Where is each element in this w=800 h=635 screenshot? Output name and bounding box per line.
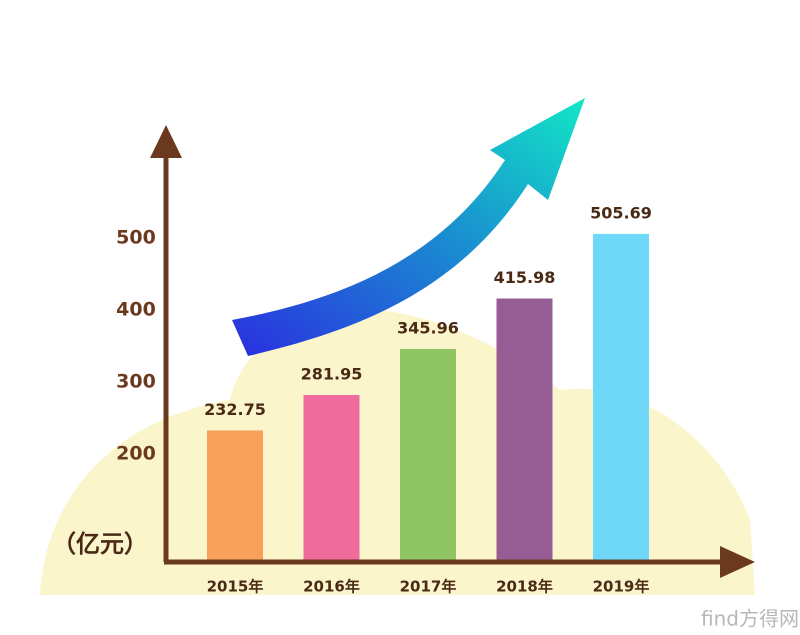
x-tick-label: 2018年 bbox=[496, 578, 553, 596]
x-tick-label: 2019年 bbox=[593, 578, 650, 596]
x-tick-label: 2017年 bbox=[400, 578, 457, 596]
value-label: 232.75 bbox=[204, 400, 266, 419]
y-axis-arrow bbox=[150, 125, 182, 158]
value-label: 505.69 bbox=[590, 203, 652, 222]
x-axis-arrow bbox=[720, 546, 755, 578]
x-tick-label: 2015年 bbox=[207, 578, 264, 596]
bar bbox=[496, 298, 553, 562]
value-label: 281.95 bbox=[301, 364, 363, 383]
y-tick-label: 500 bbox=[116, 227, 156, 249]
trend-arrow bbox=[232, 98, 585, 356]
x-tick-label: 2016年 bbox=[303, 578, 360, 596]
watermark: find方得网 bbox=[701, 607, 799, 631]
bar bbox=[303, 394, 360, 562]
value-label: 345.96 bbox=[397, 318, 459, 337]
value-label: 415.98 bbox=[494, 268, 556, 287]
bar bbox=[207, 430, 263, 562]
bar bbox=[593, 233, 649, 562]
bar bbox=[400, 348, 456, 562]
y-tick-label: 300 bbox=[116, 371, 156, 393]
y-tick-label: 400 bbox=[116, 299, 156, 321]
y-tick-label: 200 bbox=[116, 443, 156, 465]
y-axis-label: （亿元） bbox=[52, 530, 148, 558]
